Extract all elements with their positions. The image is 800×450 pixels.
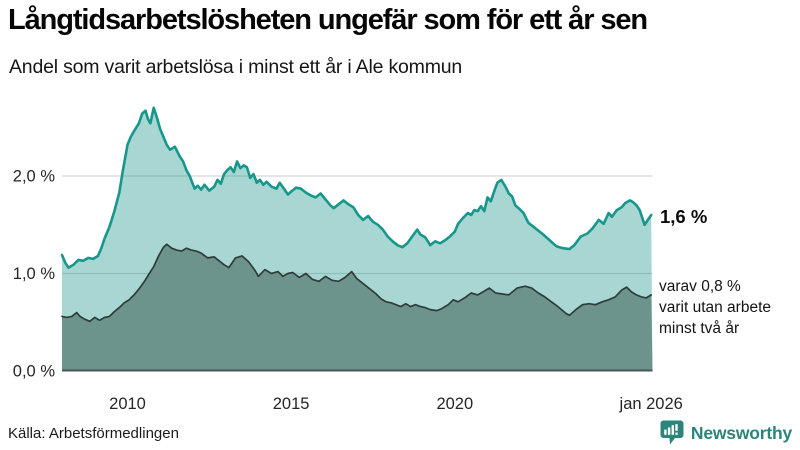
y-tick-label-2: 2,0 % <box>13 168 56 186</box>
newsworthy-logo[interactable]: Newsworthy <box>660 420 792 446</box>
x-tick-label-2020: 2020 <box>436 395 473 413</box>
x-tick-label-2015: 2015 <box>273 395 310 413</box>
chart-title: Långtidsarbetslösheten ungefär som för e… <box>8 4 648 36</box>
secondary-annotation-line-1: varav 0,8 % <box>659 278 741 295</box>
x-tick-label-2010: 2010 <box>109 395 146 413</box>
x-tick-label-jan-2026: jan 2026 <box>619 395 683 413</box>
series-line-two-year <box>61 243 653 323</box>
latest-value-label: 1,6 % <box>660 206 708 227</box>
newsworthy-icon <box>660 420 684 446</box>
chart-subtitle: Andel som varit arbetslösa i minst ett å… <box>9 56 463 78</box>
y-tick-label-1: 1,0 % <box>13 265 56 283</box>
series-area-two-year <box>62 244 653 371</box>
secondary-series-annotation: varav 0,8 % varit utan arbete minst två … <box>659 276 771 339</box>
newsworthy-wordmark: Newsworthy <box>690 422 792 443</box>
y-tick-label-0: 0,0 % <box>13 363 56 381</box>
series-line-one-year <box>60 106 653 269</box>
source-note: Källa: Arbetsförmedlingen <box>8 425 179 442</box>
secondary-annotation-line-2: varit utan arbete <box>659 299 772 316</box>
secondary-annotation-line-3: minst två år <box>659 320 740 337</box>
